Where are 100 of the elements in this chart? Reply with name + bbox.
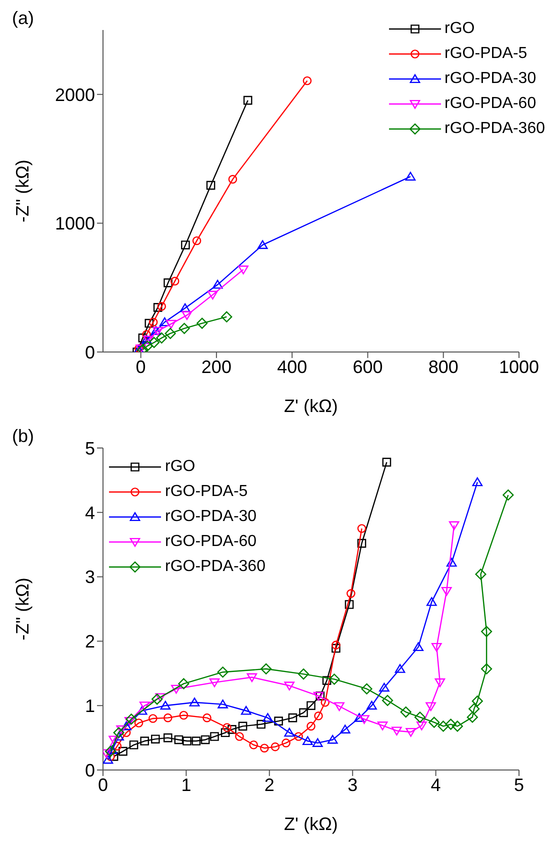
- x-tick-label: 200: [201, 356, 232, 377]
- x-tick-label: 400: [277, 356, 308, 377]
- point: [413, 642, 424, 652]
- legend-label: rGO-PDA-5: [165, 482, 248, 502]
- point: [121, 721, 132, 730]
- point: [379, 682, 390, 692]
- point: [164, 278, 172, 288]
- point: [182, 736, 192, 746]
- legend-label: rGO-PDA-360: [165, 557, 266, 577]
- point: [113, 727, 124, 738]
- x-tick-label: 2: [264, 774, 274, 795]
- point: [179, 710, 188, 720]
- point: [166, 320, 176, 329]
- point: [284, 682, 295, 690]
- point: [108, 736, 119, 745]
- point: [472, 696, 483, 707]
- point: [148, 714, 158, 723]
- point: [163, 713, 172, 722]
- point: [431, 642, 442, 652]
- legend-label: rGO-PDA-60: [444, 94, 536, 114]
- point: [446, 558, 457, 567]
- point: [346, 589, 356, 598]
- point: [377, 722, 388, 730]
- point: [192, 736, 201, 746]
- y-tick-label: 0: [84, 342, 95, 362]
- point: [209, 678, 220, 688]
- point: [228, 174, 238, 184]
- y-tick-label: 5: [84, 438, 95, 458]
- point: [152, 326, 163, 336]
- point: [210, 732, 219, 741]
- point: [103, 754, 114, 764]
- x-tick-label: 0: [98, 774, 108, 795]
- point: [157, 302, 166, 311]
- point: [302, 736, 313, 746]
- point: [180, 303, 190, 312]
- point: [426, 702, 436, 712]
- point: [361, 683, 372, 694]
- point: [260, 744, 269, 752]
- point: [220, 728, 230, 738]
- point: [382, 694, 394, 706]
- point: [274, 716, 283, 726]
- point: [332, 640, 340, 650]
- point: [240, 706, 252, 715]
- point: [243, 96, 252, 105]
- point: [448, 521, 460, 530]
- point: [222, 723, 232, 732]
- x-axis-title: Z' (kΩ): [284, 396, 338, 416]
- legend-label: rGO: [165, 457, 196, 477]
- point: [306, 722, 316, 731]
- point: [217, 666, 228, 678]
- x-tick-label: 600: [352, 356, 383, 377]
- point: [246, 673, 258, 682]
- point: [344, 600, 354, 609]
- point: [282, 738, 290, 748]
- point: [126, 714, 137, 725]
- point: [320, 698, 330, 707]
- point: [270, 742, 280, 752]
- x-tick-label: 3: [348, 774, 358, 795]
- point: [357, 524, 366, 533]
- point: [148, 336, 160, 348]
- point: [202, 713, 212, 722]
- point: [142, 340, 153, 352]
- point: [163, 733, 172, 742]
- legend-label: rGO-PDA-30: [444, 69, 536, 89]
- point: [313, 692, 324, 701]
- point: [178, 678, 190, 690]
- point: [406, 728, 416, 737]
- point: [159, 317, 170, 326]
- x-tick-label: 0: [136, 356, 146, 377]
- point: [200, 735, 210, 744]
- point: [288, 713, 298, 722]
- x-axis-title: Z' (kΩ): [284, 814, 338, 834]
- point: [134, 718, 144, 728]
- point: [238, 266, 248, 274]
- point: [164, 328, 176, 339]
- chart-title: (a): [12, 8, 34, 29]
- point: [502, 489, 514, 501]
- point: [153, 303, 162, 312]
- point: [284, 728, 295, 737]
- point: [171, 684, 182, 694]
- point: [156, 332, 168, 344]
- point: [340, 724, 350, 734]
- point: [414, 712, 426, 723]
- point: [466, 712, 478, 723]
- legend-label: rGO: [444, 19, 475, 39]
- point: [382, 458, 392, 467]
- legend-label: rGO-PDA-5: [444, 44, 528, 64]
- point: [228, 725, 236, 734]
- point: [189, 698, 200, 706]
- point: [116, 725, 126, 734]
- point: [445, 718, 456, 730]
- point: [136, 706, 148, 715]
- point: [249, 740, 258, 750]
- point: [299, 708, 308, 718]
- point: [174, 735, 184, 744]
- point: [152, 694, 163, 705]
- point: [140, 736, 149, 746]
- point: [260, 663, 272, 674]
- point: [118, 746, 128, 756]
- point: [144, 318, 154, 328]
